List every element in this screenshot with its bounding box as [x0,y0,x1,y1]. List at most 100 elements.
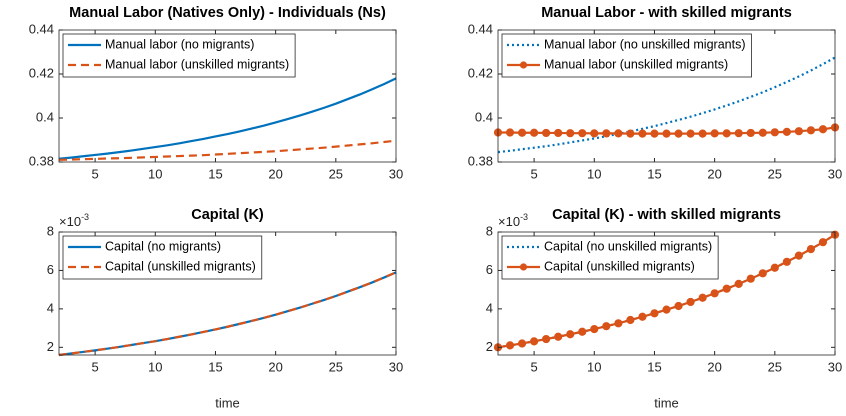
legend-label: Manual labor (unskilled migrants) [105,57,289,71]
x-tick-label: 30 [389,359,403,374]
data-marker [806,126,816,135]
data-marker [505,128,515,137]
x-tick-label: 15 [208,166,222,181]
x-tick-label: 25 [768,359,782,374]
data-marker [782,127,791,136]
data-marker [710,289,719,298]
data-marker [566,330,575,339]
data-marker [542,334,551,344]
data-marker [722,129,731,138]
y-tick-label: 2 [486,339,493,354]
data-marker [602,322,611,331]
y-tick-label: 6 [47,262,54,277]
axes-box [497,231,836,356]
data-marker [650,309,659,318]
x-tick-label: 10 [587,359,601,374]
x-tick-label: 20 [707,359,721,374]
data-marker [722,284,731,293]
chart-title: Capital (K) [191,207,264,223]
x-axis-label: time [215,395,240,410]
data-marker [542,128,551,138]
data-marker [710,129,719,138]
data-marker [626,129,635,138]
data-marker [517,339,527,348]
data-marker [746,128,755,138]
y-tick-label: 0.4 [475,109,493,124]
axes-box [58,231,397,356]
exponent-base: ×10 [498,214,520,229]
data-marker [602,129,611,138]
x-tick-label: 10 [148,359,162,374]
y-tick-label: 6 [486,262,493,277]
data-marker [782,257,791,266]
legend-label: Manual labor (no migrants) [105,37,254,51]
data-marker [734,129,743,138]
y-tick-label: 0.4 [36,109,54,124]
data-marker [578,327,587,336]
x-tick-label: 30 [828,166,842,181]
data-marker [662,305,671,314]
data-marker [626,315,635,325]
data-marker [734,279,743,288]
exponent-base: ×10 [59,214,81,229]
x-tick-label: 30 [389,166,403,181]
x-tick-label: 30 [828,359,842,374]
x-tick-label: 5 [91,359,98,374]
legend-box [62,33,296,78]
x-tick-label: 10 [587,166,601,181]
data-marker [662,129,671,138]
x-tick-label: 25 [329,359,343,374]
series-line [58,77,397,160]
x-tick-label: 5 [91,166,98,181]
legend-label: Capital (no migrants) [105,239,221,253]
legend-box [501,33,752,78]
data-marker [614,129,623,138]
y-exponent-label: ×10-3 [59,212,89,229]
data-marker [686,129,695,138]
data-marker [770,128,779,137]
x-tick-label: 25 [329,166,343,181]
y-exponent-label: ×10-3 [498,212,528,229]
x-tick-label: 20 [707,166,721,181]
y-tick-label: 0.38 [468,153,493,168]
y-tick-label: 4 [486,300,493,315]
x-tick-label: 20 [268,166,282,181]
data-marker [794,251,803,260]
x-tick-label: 5 [530,359,537,374]
legend-box [501,235,719,280]
data-marker [650,129,659,138]
data-marker [770,263,779,272]
subplot: 5 10 15 20 25 30 2 4 6 8 ×10-3 Capital (K) - with s… [486,207,842,411]
chart-title: Manual Labor (Natives Only) - Individual… [69,5,386,21]
axes-box [497,29,836,163]
chart-title: Capital (K) - with skilled migrants [552,207,781,223]
data-marker [590,324,599,334]
data-marker [554,332,563,341]
y-tick-label: 8 [47,223,54,238]
series-line [497,56,836,154]
data-marker [530,128,539,137]
axes-box [58,29,397,163]
subplot: 5 10 15 20 25 30 0.38 0.4 0.42 0.44 Manual Labor (… [29,5,404,182]
data-marker [758,128,767,137]
exponent-power: -3 [81,212,89,222]
exponent-power: -3 [520,212,528,222]
data-marker [578,129,587,138]
data-marker [698,129,707,138]
legend-box [62,235,263,280]
y-tick-label: 4 [47,300,54,315]
data-marker [818,125,828,134]
legend-label: Manual labor (no unskilled migrants) [544,37,745,51]
data-marker [746,274,755,283]
y-tick-label: 0.44 [468,21,493,36]
data-marker [806,245,816,254]
series-line [58,271,397,357]
y-tick-label: 0.44 [29,21,54,36]
data-marker [818,238,828,247]
legend-label: Capital (no unskilled migrants) [544,239,712,253]
y-tick-label: 0.42 [29,65,54,80]
x-tick-label: 5 [530,166,537,181]
legend-label: Capital (unskilled migrants) [544,259,695,273]
